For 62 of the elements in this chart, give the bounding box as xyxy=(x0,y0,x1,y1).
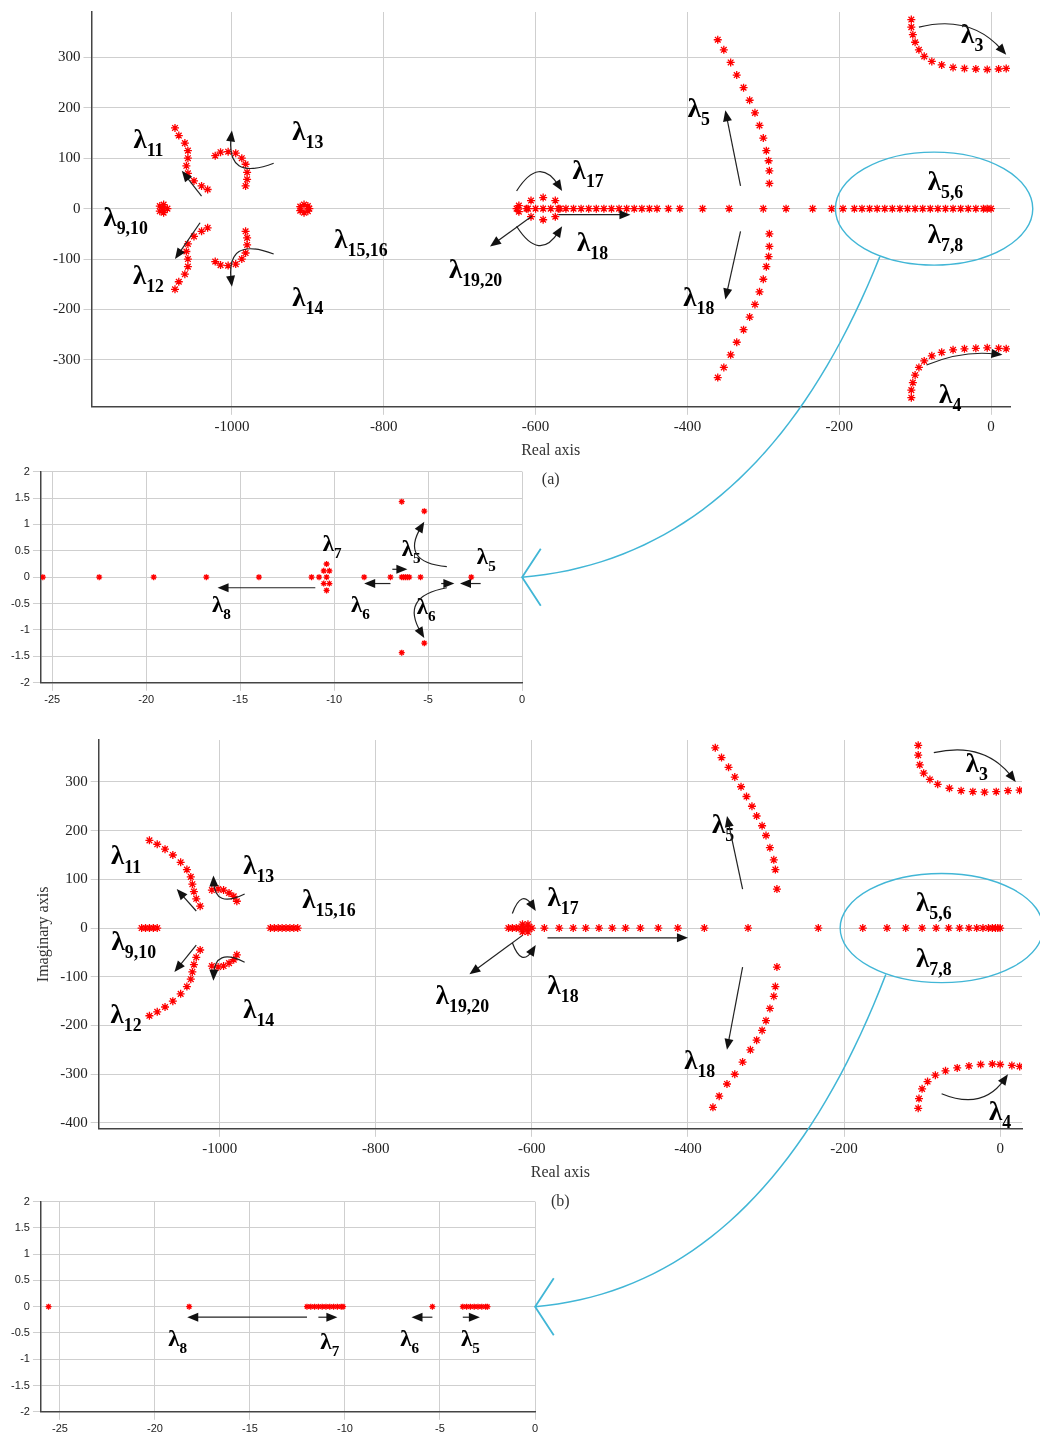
x-tick-label: -20 xyxy=(147,1422,163,1435)
y-tick-label: 1.5 xyxy=(14,491,30,504)
y-tick-label: 2 xyxy=(23,1194,30,1207)
y-tick-label: 100 xyxy=(58,149,81,166)
text: (a) xyxy=(541,470,560,489)
text: (b) xyxy=(551,1192,570,1211)
y-tick-label: 0.5 xyxy=(14,543,30,556)
x-tick-label: 0 xyxy=(518,693,526,706)
y-tick-label: 300 xyxy=(65,772,88,789)
y-tick-label: -1.5 xyxy=(10,649,30,662)
y-tick-label: -0.5 xyxy=(10,596,30,609)
y-tick-label: -0.5 xyxy=(10,1326,30,1339)
y-tick-label: 2 xyxy=(23,464,30,477)
y-tick-label: -2 xyxy=(20,1404,30,1417)
y-tick-label: 200 xyxy=(58,98,81,115)
x-tick-label: -15 xyxy=(232,693,249,706)
y-axis-title: Imaginary axis xyxy=(33,886,52,983)
x-tick-label: -5 xyxy=(435,1422,445,1435)
y-tick-label: -100 xyxy=(60,967,88,984)
x-tick-label: 0 xyxy=(987,417,995,434)
y-tick-label: -2 xyxy=(20,675,30,688)
x-tick-label: -800 xyxy=(370,417,398,434)
y-tick-label: 100 xyxy=(65,870,88,887)
y-tick-label: -300 xyxy=(60,1065,88,1082)
x-tick-label: -25 xyxy=(44,693,61,706)
y-tick-label: 0 xyxy=(23,570,30,583)
x-tick-label: -1000 xyxy=(202,1139,238,1156)
y-tick-label: 300 xyxy=(58,48,81,65)
x-tick-label: -200 xyxy=(825,417,853,434)
y-tick-label: -1 xyxy=(20,623,30,636)
y-tick-label: -200 xyxy=(53,300,81,317)
y-tick-label: -300 xyxy=(53,350,81,367)
y-tick-label: -100 xyxy=(53,250,81,266)
x-tick-label: 0 xyxy=(996,1139,1004,1156)
x-tick-label: -400 xyxy=(674,1139,702,1156)
y-tick-label: -1.5 xyxy=(10,1378,30,1391)
x-tick-label: -1000 xyxy=(214,417,250,434)
x-tick-label: -10 xyxy=(326,693,343,706)
x-tick-label: -15 xyxy=(242,1422,258,1435)
y-tick-label: 0 xyxy=(23,1299,30,1312)
y-tick-label: 0 xyxy=(73,199,81,216)
x-tick-label: -600 xyxy=(521,417,550,434)
x-axis-title: Real axis xyxy=(530,1162,590,1180)
x-tick-label: -400 xyxy=(673,417,702,434)
x-tick-label: -10 xyxy=(337,1422,353,1435)
y-tick-label: 0.5 xyxy=(14,1273,30,1286)
y-tick-label: 1 xyxy=(23,1247,30,1260)
x-tick-label: -20 xyxy=(138,693,155,706)
y-tick-label: 0 xyxy=(80,919,88,935)
x-tick-label: -5 xyxy=(423,693,433,706)
x-tick-label: -200 xyxy=(830,1139,858,1156)
x-tick-label: -600 xyxy=(518,1139,546,1156)
x-axis-title: Real axis xyxy=(521,440,581,458)
y-tick-label: -200 xyxy=(60,1016,88,1033)
y-tick-label: 1 xyxy=(23,517,30,530)
y-tick-label: 200 xyxy=(65,821,88,838)
x-tick-label: 0 xyxy=(531,1422,539,1435)
x-tick-label: -800 xyxy=(362,1139,390,1156)
y-tick-label: 1.5 xyxy=(14,1220,30,1233)
y-tick-label: -400 xyxy=(60,1113,88,1130)
x-tick-label: -25 xyxy=(52,1422,68,1435)
y-tick-label: -1 xyxy=(20,1352,30,1365)
